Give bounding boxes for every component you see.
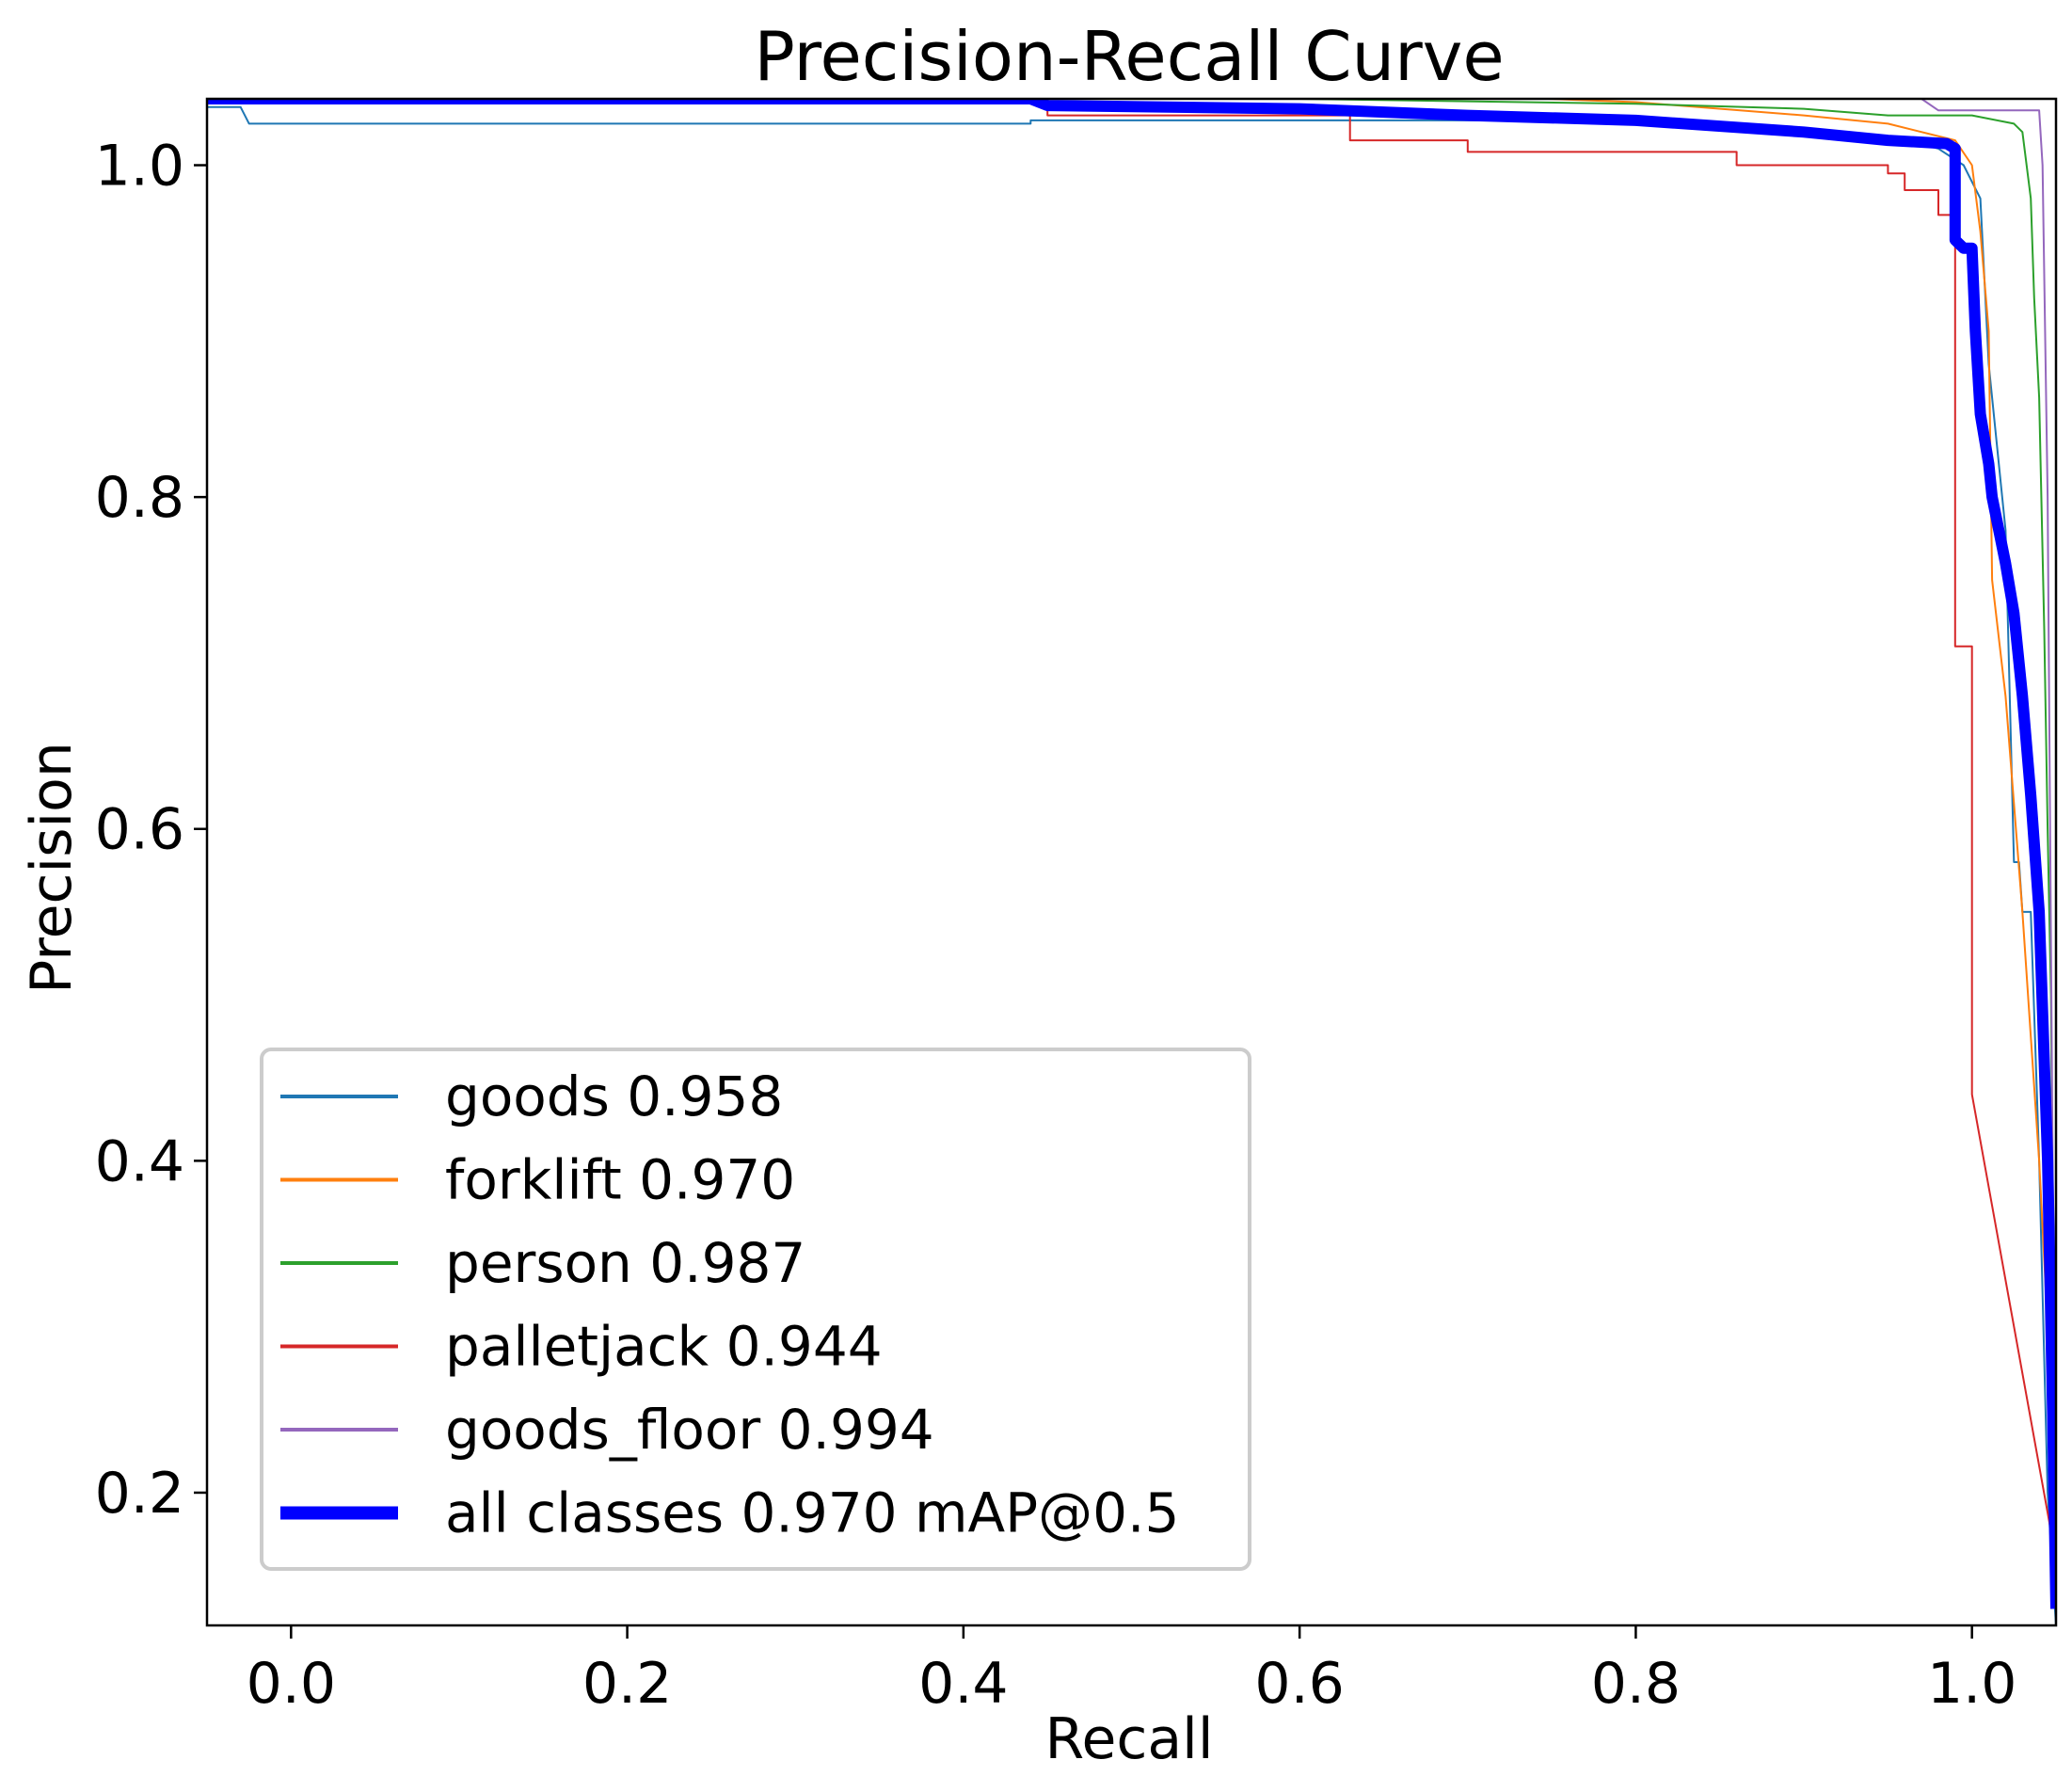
- legend-entry-label: goods_floor 0.994: [445, 1398, 934, 1462]
- series-line-palletjack: [207, 99, 2056, 1560]
- x-tick-label: 0.4: [918, 1651, 1008, 1717]
- legend: goods 0.958 forklift 0.970 person 0.987 pal…: [260, 1048, 1251, 1571]
- y-tick-label: 0.8: [95, 465, 184, 531]
- legend-box: [260, 1048, 1251, 1571]
- x-tick-label: 0.8: [1591, 1651, 1681, 1717]
- legend-entry-label: all classes 0.970 mAP@0.5: [445, 1481, 1179, 1545]
- y-axis-label: Precision: [19, 742, 85, 994]
- x-axis-label: Recall: [1044, 1706, 1213, 1772]
- x-tick-label: 0.0: [247, 1651, 336, 1717]
- series-line-goods_floor: [207, 99, 2056, 1609]
- legend-entry-label: forklift 0.970: [445, 1148, 795, 1212]
- axes: 0.0 0.2 0.4 0.6 0.8 1.0 0.2 0.4 0.6 0.8 1.0: [95, 97, 2058, 1717]
- chart-title: Precision-Recall Curve: [754, 17, 1504, 96]
- y-tick-label: 0.4: [95, 1128, 184, 1194]
- plot-frame: [205, 97, 2058, 1627]
- y-tick-label: 1.0: [95, 134, 184, 200]
- y-tick-label: 0.6: [95, 797, 184, 863]
- legend-entry-label: person 0.987: [445, 1231, 805, 1295]
- series-line-goods: [207, 105, 2056, 1625]
- legend-entry-label: palletjack 0.944: [445, 1315, 883, 1379]
- x-tick-label: 1.0: [1927, 1651, 2016, 1717]
- series-line-all-classes: [207, 99, 2056, 1609]
- legend-entry-label: goods 0.958: [445, 1064, 783, 1128]
- series-line-person: [207, 99, 2056, 1609]
- y-tick-label: 0.2: [95, 1461, 184, 1527]
- x-tick-label: 0.6: [1254, 1651, 1344, 1717]
- x-tick-label: 0.2: [582, 1651, 672, 1717]
